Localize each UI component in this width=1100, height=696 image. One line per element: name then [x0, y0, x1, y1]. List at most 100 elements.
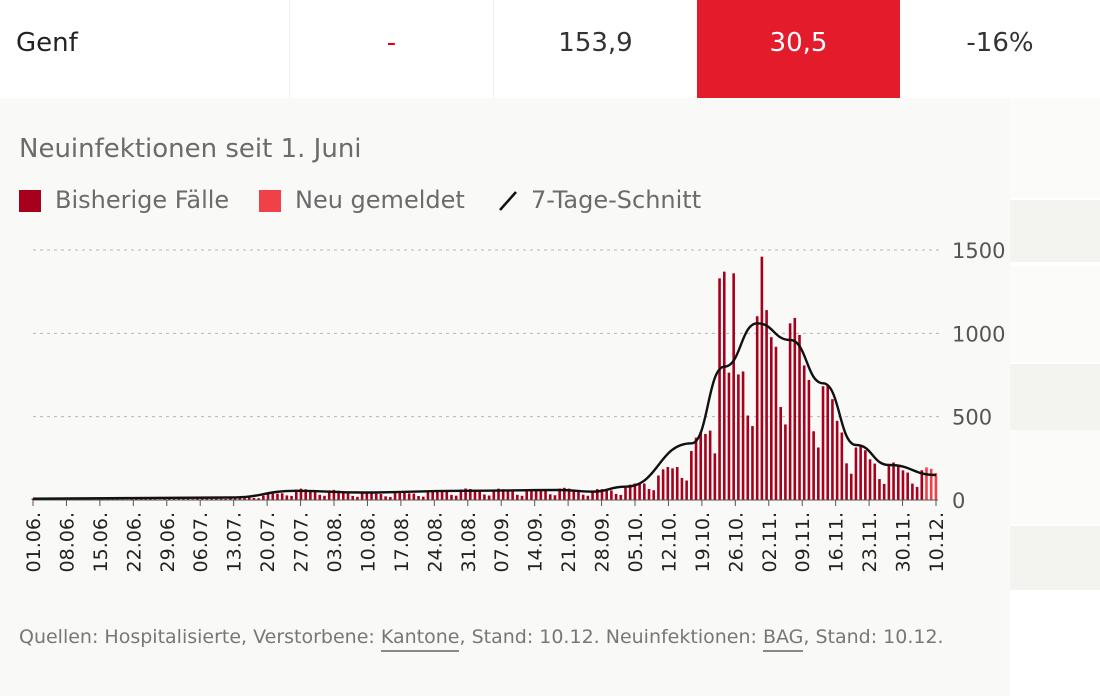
daily-bar — [417, 496, 420, 500]
daily-bar — [849, 473, 853, 500]
daily-bar — [901, 470, 905, 500]
daily-bar — [318, 494, 322, 500]
daily-bar — [450, 494, 453, 500]
daily-bar — [624, 487, 627, 500]
daily-bar — [323, 495, 326, 500]
daily-bar — [784, 424, 787, 500]
daily-bar — [934, 473, 938, 500]
daily-bar — [925, 467, 928, 500]
daily-bar — [271, 493, 275, 500]
x-tick-label: 08.06. — [56, 512, 78, 572]
daily-bar — [845, 463, 848, 500]
daily-bar — [840, 432, 844, 500]
daily-bar — [215, 497, 218, 500]
daily-bar — [403, 492, 406, 500]
daily-bar — [337, 490, 340, 500]
daily-bar — [769, 337, 773, 500]
daily-bar — [374, 493, 378, 500]
x-tick-label: 24.08. — [424, 512, 446, 572]
x-tick-label: 30.11. — [893, 512, 915, 572]
daily-bar — [873, 463, 877, 500]
daily-bar — [539, 490, 543, 500]
daily-bar — [737, 374, 740, 500]
daily-bar — [812, 431, 815, 500]
daily-bar — [760, 256, 764, 500]
daily-bar — [186, 498, 190, 500]
daily-bar — [605, 490, 608, 500]
daily-bar — [690, 451, 693, 500]
side-strip — [1010, 364, 1100, 430]
hospitalized-value: - — [290, 0, 494, 98]
source-link-kantone[interactable]: Kantone — [380, 626, 460, 652]
daily-bar — [487, 495, 491, 500]
daily-bar — [600, 489, 604, 500]
daily-bar — [149, 498, 152, 500]
daily-bar — [163, 498, 166, 500]
daily-bar — [548, 494, 552, 500]
daily-bar — [384, 496, 387, 500]
chart-panel — [0, 98, 1010, 696]
daily-bar — [365, 492, 369, 500]
daily-bar — [652, 490, 656, 500]
source-note: Quellen: Hospitalisierte, Verstorbene: K… — [19, 620, 979, 654]
daily-bar — [412, 493, 416, 500]
x-tick-label: 28.09. — [592, 512, 614, 572]
x-tick-label: 14.09. — [525, 512, 547, 572]
daily-bar — [182, 498, 185, 500]
daily-bar — [864, 450, 867, 500]
x-tick-label: 12.10. — [658, 512, 680, 572]
daily-bar — [506, 490, 510, 500]
daily-bar — [572, 490, 576, 500]
daily-bar — [473, 490, 477, 500]
daily-bar — [525, 490, 529, 501]
daily-bar — [196, 497, 199, 500]
daily-bar — [478, 491, 481, 500]
daily-bar — [859, 445, 862, 500]
daily-bar — [868, 459, 872, 500]
daily-bar — [530, 489, 533, 500]
side-strip — [1010, 526, 1100, 590]
source-prefix: Quellen: Hospitalisierte, Verstorbene: — [19, 626, 381, 648]
daily-bar — [633, 483, 637, 500]
daily-bar — [694, 437, 698, 500]
source-suffix: , Stand: 10.12. — [803, 626, 944, 648]
daily-bar — [878, 479, 881, 500]
daily-bar — [675, 467, 679, 500]
y-tick-label: 500 — [952, 406, 992, 430]
seven-day-average-line — [32, 322, 937, 500]
x-tick-label: 13.07. — [224, 512, 246, 572]
daily-bar — [699, 431, 703, 500]
source-link-bag[interactable]: BAG — [762, 626, 804, 652]
daily-bar — [610, 490, 613, 500]
daily-bar — [563, 487, 566, 500]
daily-bar — [534, 489, 538, 500]
x-tick-label: 20.07. — [257, 512, 279, 572]
source-middle: , Stand: 10.12. Neuinfektionen: — [459, 626, 763, 648]
x-tick-label: 03.08. — [324, 512, 346, 572]
side-strip — [1010, 98, 1100, 198]
daily-bar — [619, 494, 623, 500]
daily-bar — [342, 492, 345, 500]
daily-bar — [421, 496, 425, 500]
daily-bar — [713, 453, 717, 500]
daily-bar — [511, 491, 514, 500]
daily-bar — [492, 489, 496, 500]
daily-bar — [661, 469, 665, 500]
x-tick-label: 10.12. — [926, 512, 948, 572]
daily-bar — [252, 497, 256, 500]
daily-bar — [638, 484, 641, 500]
daily-bar — [280, 493, 284, 500]
daily-bar — [426, 492, 430, 501]
daily-bar — [516, 494, 519, 500]
daily-bar — [370, 492, 373, 500]
legend-swatch-neu — [259, 190, 281, 212]
daily-bar — [440, 491, 444, 500]
daily-bar — [294, 489, 298, 500]
daily-bar — [219, 498, 223, 500]
daily-bar — [798, 335, 801, 500]
daily-bar — [285, 495, 289, 500]
chart-title: Neuinfektionen seit 1. Juni — [19, 134, 362, 164]
side-strip — [1010, 200, 1100, 262]
x-tick-label: 15.06. — [90, 512, 112, 572]
